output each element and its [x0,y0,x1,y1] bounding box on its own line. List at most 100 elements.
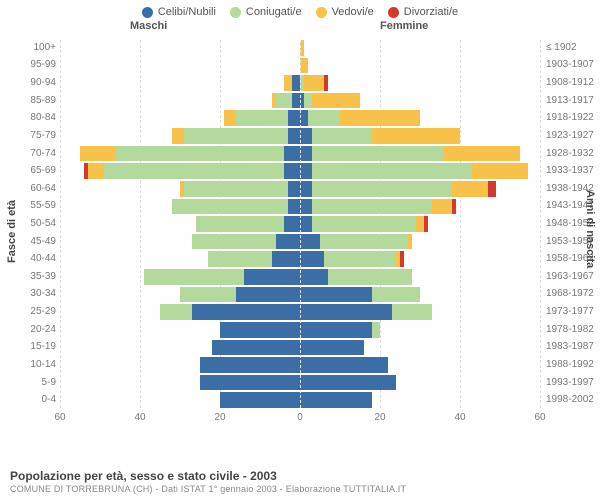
male-bar [172,128,300,144]
x-tick-label: 20 [374,412,385,423]
y-label-birth: ≤ 1902 [546,42,577,53]
bar-segment [288,110,300,126]
y-label-age: 10-14 [24,359,56,370]
grid-line [300,40,301,408]
bar-segment [300,58,308,74]
legend-item: Celibi/Nubili [142,6,216,18]
bar-segment [172,199,288,215]
bar-segment [392,304,432,320]
bar-segment [284,75,292,91]
bar-segment [180,287,236,303]
bar-segment [300,322,372,338]
x-tick-label: 40 [454,412,465,423]
y-label-birth: 1988-1992 [546,359,594,370]
bar-segment [300,375,396,391]
female-bar [300,357,388,373]
y-label-age: 90-94 [24,77,56,88]
bar-segment [88,163,104,179]
legend-label: Celibi/Nubili [158,6,216,18]
y-label-age: 20-24 [24,324,56,335]
male-bar [220,392,300,408]
x-tick-label: 20 [214,412,225,423]
bar-segment [312,93,360,109]
legend-label: Vedovi/e [332,6,374,18]
male-bar [272,93,300,109]
bar-segment [172,128,184,144]
y-label-age: 40-44 [24,253,56,264]
female-bar [300,199,456,215]
female-bar [300,110,420,126]
bar-segment [312,163,472,179]
male-bar [84,163,300,179]
bar-segment [300,340,364,356]
y-label-age: 100+ [24,42,56,53]
bar-segment [432,199,452,215]
bar-segment [304,93,312,109]
header-male: Maschi [130,20,167,32]
bar-segment [408,234,412,250]
axis-title-right: Anni di nascita [584,190,596,268]
grid-line [540,40,541,408]
column-headers: Maschi Femmine [0,20,600,36]
bar-segment [324,251,396,267]
y-label-birth: 1998-2002 [546,394,594,405]
legend-item: Vedovi/e [316,6,374,18]
bar-segment [284,216,300,232]
bar-segment [288,181,300,197]
bar-segment [144,269,244,285]
bar-segment [284,163,300,179]
male-bar [284,75,300,91]
x-tick-label: 0 [297,412,303,423]
legend-label: Divorziati/e [404,6,458,18]
y-label-age: 75-79 [24,130,56,141]
female-bar [300,216,428,232]
bar-segment [80,146,116,162]
bar-segment [276,234,300,250]
y-label-birth: 1993-1997 [546,377,594,388]
y-label-age: 95-99 [24,59,56,70]
bar-segment [304,75,324,91]
bar-segment [116,146,284,162]
bar-segment [320,234,408,250]
female-bar [300,128,460,144]
y-label-birth: 1973-1977 [546,306,594,317]
male-bar [224,110,300,126]
x-tick-label: 60 [534,412,545,423]
legend-swatch [316,7,327,18]
bar-segment [200,375,300,391]
bar-segment [300,128,312,144]
male-bar [180,287,300,303]
bar-segment [452,199,456,215]
bar-segment [312,128,372,144]
bar-segment [300,269,328,285]
bar-segment [272,251,300,267]
y-label-birth: 1908-1912 [546,77,594,88]
bar-segment [104,163,284,179]
female-bar [300,181,496,197]
bar-segment [444,146,520,162]
bar-segment [224,110,236,126]
y-label-birth: 1963-1967 [546,271,594,282]
male-bar [196,216,300,232]
legend-label: Coniugati/e [246,6,302,18]
bar-segment [192,234,276,250]
x-tick-label: 60 [54,412,65,423]
male-bar [160,304,300,320]
bar-segment [184,128,288,144]
y-label-birth: 1918-1922 [546,112,594,123]
male-bar [212,340,300,356]
bar-segment [300,163,312,179]
bar-segment [300,251,324,267]
population-pyramid-chart: Celibi/Nubili Coniugati/e Vedovi/e Divorzia… [0,0,600,500]
bar-segment [424,216,428,232]
y-label-age: 50-54 [24,218,56,229]
y-label-age: 25-29 [24,306,56,317]
y-label-age: 60-64 [24,183,56,194]
chart-footer: Popolazione per età, sesso e stato civil… [10,469,406,496]
bar-segment [212,340,300,356]
bar-segment [308,110,340,126]
female-bar [300,340,364,356]
footer-subtitle: COMUNE DI TORREBRUNA (CH) - Dati ISTAT 1… [10,484,406,496]
male-bar [172,199,300,215]
male-bar [144,269,300,285]
